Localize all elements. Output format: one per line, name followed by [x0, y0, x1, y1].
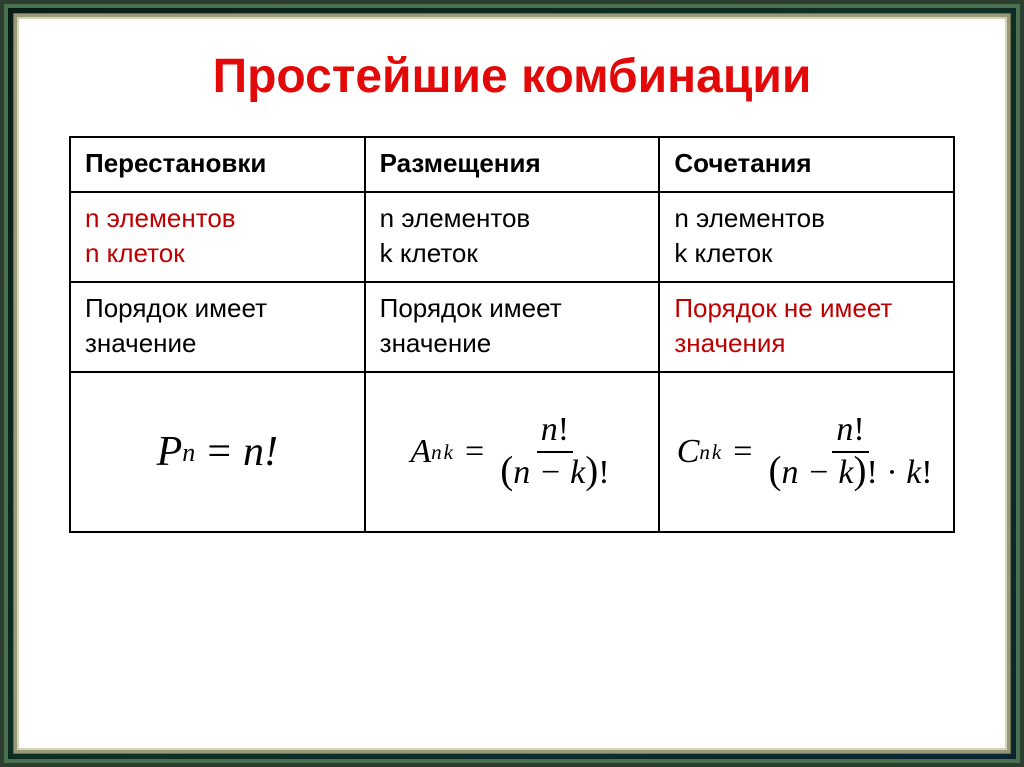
cell-line: n элементов	[85, 203, 236, 233]
slide-card: Простейшие комбинации Перестановки Разме…	[14, 14, 1010, 753]
cell-formula-p: Pn = n!	[70, 372, 365, 532]
cell-line: k клеток	[380, 238, 478, 268]
table-header-row: Перестановки Размещения Сочетания	[70, 137, 954, 192]
formula-sub: n	[699, 438, 710, 466]
table-formula-row: Pn = n! Ank = n! (n − k)!	[70, 372, 954, 532]
col-head-permutations: Перестановки	[70, 137, 365, 192]
equals-sign: =	[733, 429, 752, 475]
cell-formula-c: Cnk = n! (n − k)! · k!	[659, 372, 954, 532]
formula-sup: k	[444, 438, 453, 466]
cell-line: k клеток	[674, 238, 772, 268]
equals-sign: =	[465, 429, 484, 475]
table-elements-row: n элементов n клеток n элементов k клето…	[70, 192, 954, 282]
formula-sub: n	[182, 435, 195, 470]
formula-sup: k	[712, 438, 721, 466]
cell-line: n элементов	[674, 203, 825, 233]
denominator: (n − k)!	[500, 454, 609, 491]
formula-arrangement: Ank = n! (n − k)!	[372, 410, 653, 494]
fraction: n! (n − k)!	[496, 410, 613, 494]
combinatorics-table: Перестановки Размещения Сочетания n элем…	[69, 136, 955, 533]
slide-title: Простейшие комбинации	[69, 51, 955, 104]
cell-elements-p: n элементов n клеток	[70, 192, 365, 282]
cell-line: n элементов	[380, 203, 531, 233]
cell-order-a: Порядок имеет значение	[365, 282, 660, 372]
formula-permutation: Pn = n!	[77, 424, 358, 481]
slide-frame: Простейшие комбинации Перестановки Разме…	[0, 0, 1024, 767]
numerator: n!	[541, 411, 569, 448]
formula-combination: Cnk = n! (n − k)! · k!	[666, 410, 947, 494]
denominator: (n − k)! · k!	[768, 454, 932, 491]
formula-rhs: n!	[243, 424, 278, 481]
cell-order-p: Порядок имеет значение	[70, 282, 365, 372]
cell-formula-a: Ank = n! (n − k)!	[365, 372, 660, 532]
cell-order-c: Порядок не имеет значения	[659, 282, 954, 372]
formula-symbol: C	[677, 429, 700, 475]
col-head-combinations: Сочетания	[659, 137, 954, 192]
formula-symbol: P	[157, 424, 183, 481]
cell-elements-a: n элементов k клеток	[365, 192, 660, 282]
numerator: n!	[836, 411, 864, 448]
fraction: n! (n − k)! · k!	[764, 410, 936, 494]
formula-sub: n	[431, 438, 442, 466]
cell-line: n клеток	[85, 238, 185, 268]
col-head-arrangements: Размещения	[365, 137, 660, 192]
table-order-row: Порядок имеет значение Порядок имеет зна…	[70, 282, 954, 372]
equals-sign: =	[207, 424, 231, 481]
cell-elements-c: n элементов k клеток	[659, 192, 954, 282]
formula-symbol: A	[410, 429, 431, 475]
